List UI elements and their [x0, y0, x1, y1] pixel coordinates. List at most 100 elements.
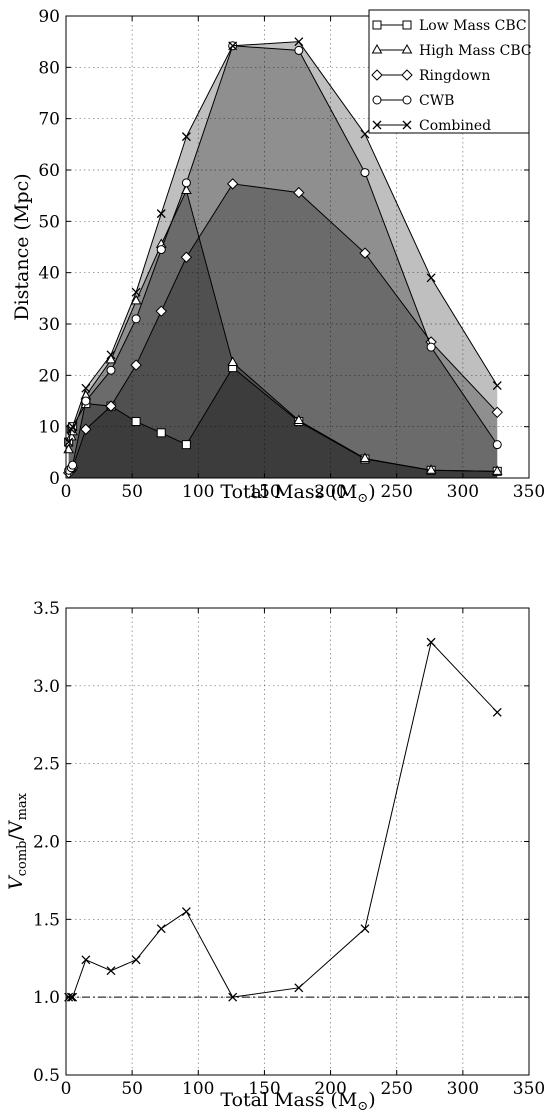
x-tick-label: 350	[513, 482, 545, 502]
data-point	[293, 186, 305, 199]
series-fill	[68, 367, 498, 478]
data-point	[66, 992, 76, 1002]
data-point	[228, 41, 238, 51]
data-point	[131, 417, 141, 427]
x-tick-label: 300	[447, 482, 479, 502]
x-axis-label-unit-sub: ⊙	[357, 491, 368, 506]
data-point	[491, 406, 503, 419]
legend-marker	[401, 43, 413, 54]
legend-marker	[371, 69, 383, 81]
data-point	[294, 37, 304, 47]
data-point	[426, 637, 436, 647]
series-fill	[68, 183, 498, 479]
data-point	[130, 359, 142, 371]
data-point	[181, 440, 191, 450]
data-point	[81, 383, 91, 393]
x-tick-label: 200	[314, 1079, 346, 1099]
data-point	[68, 992, 78, 1002]
x-axis-label-unit-sub: ⊙	[357, 1099, 368, 1113]
series-fill	[68, 41, 498, 479]
legend-item: High Mass CBC	[371, 43, 532, 59]
y-tick-label: 20	[38, 366, 60, 386]
data-point	[360, 129, 370, 139]
y-tick-label: 90	[38, 7, 60, 27]
legend-marker	[372, 120, 382, 130]
legend-label: High Mass CBC	[419, 43, 532, 59]
data-point	[68, 460, 78, 470]
x-axis-label-unit-close: )	[368, 481, 375, 503]
data-point	[426, 342, 436, 352]
data-point	[491, 465, 503, 475]
data-point	[105, 353, 117, 364]
plot-frame	[65, 15, 530, 479]
y-axis-label-sep: /V	[5, 820, 27, 840]
legend-label: Ringdown	[419, 68, 490, 84]
data-point	[181, 178, 191, 188]
legend-marker	[372, 20, 382, 30]
legend-marker	[402, 20, 412, 30]
legend-marker	[401, 69, 413, 81]
legend-marker	[372, 95, 382, 105]
data-point	[156, 245, 166, 255]
x-axis-label: Total Mass (M⊙)	[220, 481, 375, 506]
data-point	[359, 247, 371, 259]
legend-item: Combined	[372, 118, 491, 134]
data-point	[105, 400, 117, 412]
data-point	[66, 424, 76, 434]
y-axis-label-sub2: max	[15, 792, 30, 820]
data-point	[294, 983, 304, 993]
y-axis-label-main: V	[5, 874, 27, 890]
data-point	[155, 305, 167, 317]
x-tick-label: 250	[380, 1079, 412, 1099]
data-point	[156, 924, 166, 934]
x-tick-label: 150	[248, 1079, 280, 1099]
x-tick-label: 150	[248, 482, 280, 502]
data-point	[131, 955, 141, 965]
data-point	[81, 955, 91, 965]
y-tick-label: 3.0	[33, 677, 60, 697]
y-tick-label: 80	[38, 58, 60, 78]
y-tick-label: 3.5	[33, 599, 60, 619]
x-tick-label: 0	[61, 482, 72, 502]
legend-label: Low Mass CBC	[419, 18, 527, 34]
x-tick-label: 0	[61, 1079, 72, 1099]
distance-chart: 0 50 100 150 200 250 300 350 0 10 20 30 40 50 60 70 80 90…	[11, 7, 545, 506]
data-point	[130, 294, 142, 305]
y-tick-label: 70	[38, 110, 60, 130]
y-tick-label: 40	[38, 264, 60, 284]
x-tick-label: 250	[380, 482, 412, 502]
data-point	[228, 992, 238, 1002]
x-tick-label: 100	[182, 1079, 214, 1099]
x-axis-label-text: Total Mass	[220, 481, 330, 503]
x-tick-label: 50	[121, 482, 143, 502]
data-point	[106, 350, 116, 360]
y-tick-label: 0.5	[33, 1066, 60, 1086]
volume-ratio-chart: 0 50 100 150 200 250 300 350 0.5 1.0 1.5 2.0 2.5 3.0 3…	[5, 599, 545, 1113]
x-tick-label: 350	[513, 1079, 545, 1099]
data-point	[81, 396, 91, 406]
y-tick-label: 30	[38, 315, 60, 335]
legend-marker	[371, 43, 383, 54]
data-point	[80, 423, 92, 435]
series-fill	[68, 190, 498, 479]
legend-label: Combined	[419, 118, 491, 134]
data-point	[156, 428, 166, 438]
data-point	[131, 287, 141, 297]
data-point	[68, 422, 78, 432]
y-tick-label: 0	[49, 469, 60, 489]
data-point	[227, 356, 239, 366]
y-axis-label-sub1: comb	[15, 841, 30, 877]
series-line	[68, 641, 498, 998]
legend-marker	[402, 120, 412, 130]
data-point	[181, 907, 191, 917]
plot-frame	[65, 607, 530, 1076]
y-tick-label: 60	[38, 161, 60, 181]
data-point	[360, 924, 370, 934]
data-point	[156, 209, 166, 219]
y-tick-label: 1.5	[33, 910, 60, 930]
y-tick-label: 2.0	[33, 833, 60, 853]
data-point	[359, 452, 371, 462]
x-tick-label: 50	[121, 1079, 143, 1099]
x-axis-label-unit: (M	[330, 481, 357, 503]
